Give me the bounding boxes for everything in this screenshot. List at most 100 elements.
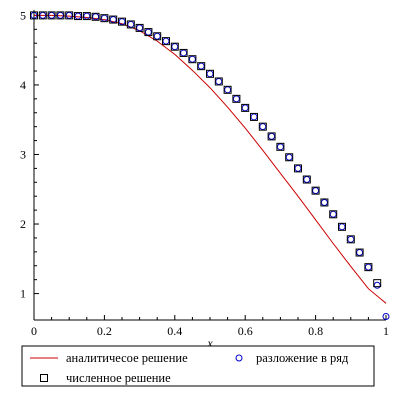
x-tick-label: 0: [31, 324, 37, 338]
series-point-square: [338, 222, 346, 231]
series-point-circle: [188, 55, 196, 63]
series-point-square: [91, 12, 100, 21]
series-point-square: [329, 210, 338, 219]
series-point-square: [135, 23, 144, 32]
series-point-square: [320, 198, 329, 207]
series-point-circle: [382, 313, 390, 321]
series-point-circle: [65, 11, 73, 19]
series-point-square: [47, 11, 56, 20]
series-point-square: [100, 14, 109, 23]
series-point-circle: [206, 70, 214, 78]
series-point-square: [170, 42, 179, 51]
series-point-circle: [347, 235, 355, 243]
series-point-circle: [100, 14, 108, 22]
axes: [33, 10, 386, 321]
series-point-square: [285, 153, 294, 162]
series-point-circle: [74, 12, 82, 20]
series-point-circle: [285, 153, 293, 161]
y-tick-label: 3: [20, 147, 26, 161]
series-point-square: [364, 263, 373, 272]
series-point-square: [197, 62, 206, 71]
series-point-circle: [259, 123, 267, 131]
series-point-circle: [92, 13, 100, 21]
series-point-square: [302, 175, 311, 184]
series-point-square: [214, 77, 223, 86]
y-tick-label: 2: [20, 217, 26, 231]
series-point-circle: [197, 62, 205, 70]
y-tick-label: 1: [20, 287, 26, 301]
series-point-circle: [364, 263, 372, 271]
series-point-circle: [30, 11, 38, 19]
series-point-circle: [144, 28, 152, 36]
series-point-circle: [118, 18, 126, 26]
series-lines: [34, 14, 387, 304]
series-point-square: [56, 11, 65, 20]
series-point-square: [153, 32, 162, 41]
series-point-circle: [136, 24, 144, 32]
series-point-square: [250, 112, 258, 121]
legend-swatch-series-circle: [235, 354, 243, 362]
x-tick-label: 0.6: [238, 324, 253, 338]
tick-marks: [33, 14, 387, 320]
series-point-circle: [180, 49, 188, 57]
series-point-circle: [56, 11, 64, 19]
series-point-circle: [241, 104, 249, 112]
series-point-square: [311, 186, 320, 195]
x-tick-label: 1: [383, 324, 389, 338]
series-point-circle: [250, 113, 258, 121]
series-point-circle: [373, 281, 381, 289]
y-tick-label: 4: [20, 78, 26, 92]
series-point-circle: [329, 210, 337, 218]
legend-box: [21, 345, 375, 387]
series-point-square: [38, 11, 47, 20]
series-point-circle: [127, 20, 135, 28]
series-point-circle: [320, 198, 328, 206]
legend-swatch-numeric-square: [40, 374, 48, 382]
legend-label-analytic: аналитичесое решение: [66, 351, 188, 365]
series-point-square: [144, 28, 153, 37]
series-point-circle: [83, 12, 91, 20]
series-markers: [30, 11, 390, 321]
series-point-square: [373, 279, 382, 288]
series-point-circle: [109, 16, 117, 24]
series-point-circle: [39, 11, 47, 19]
x-tick-label: 0.2: [97, 324, 112, 338]
series-point-circle: [303, 176, 311, 184]
series-point-square: [223, 85, 232, 94]
series-point-circle: [171, 43, 179, 51]
series-point-square: [162, 37, 170, 46]
series-point-circle: [276, 143, 284, 151]
series-point-square: [188, 55, 197, 64]
x-axis-label: x: [206, 336, 213, 350]
series-point-circle: [294, 164, 302, 172]
legend: аналитичесое решение разложение в ряд чи…: [21, 345, 375, 387]
series-point-square: [126, 20, 135, 29]
series-point-square: [241, 103, 250, 112]
series-point-square: [179, 48, 188, 57]
series-point-square: [118, 17, 126, 26]
series-point-square: [294, 164, 302, 173]
series-point-circle: [356, 249, 364, 257]
series-point-square: [30, 11, 38, 20]
legend-label-numeric: численное решение: [66, 371, 171, 385]
series-point-circle: [48, 11, 56, 19]
x-tick-label: 0.8: [308, 324, 323, 338]
series-point-circle: [268, 132, 276, 140]
series-point-square: [65, 11, 74, 20]
series-point-circle: [224, 86, 232, 94]
tick-labels: 0 0.2 0.4 0.6 0.8 1 1 2 3 4 5: [20, 8, 389, 338]
series-point-circle: [338, 223, 346, 231]
series-point-square: [267, 132, 276, 141]
legend-label-series: разложение в ряд: [256, 351, 349, 365]
series-point-square: [82, 12, 91, 21]
series-point-square: [346, 235, 355, 244]
series-point-circle: [153, 32, 161, 40]
series-point-circle: [232, 95, 240, 103]
series-point-square: [355, 248, 364, 257]
series-point-square: [276, 142, 285, 151]
series-point-square: [109, 15, 118, 24]
series-point-square: [74, 12, 82, 21]
series-point-circle: [215, 77, 223, 85]
